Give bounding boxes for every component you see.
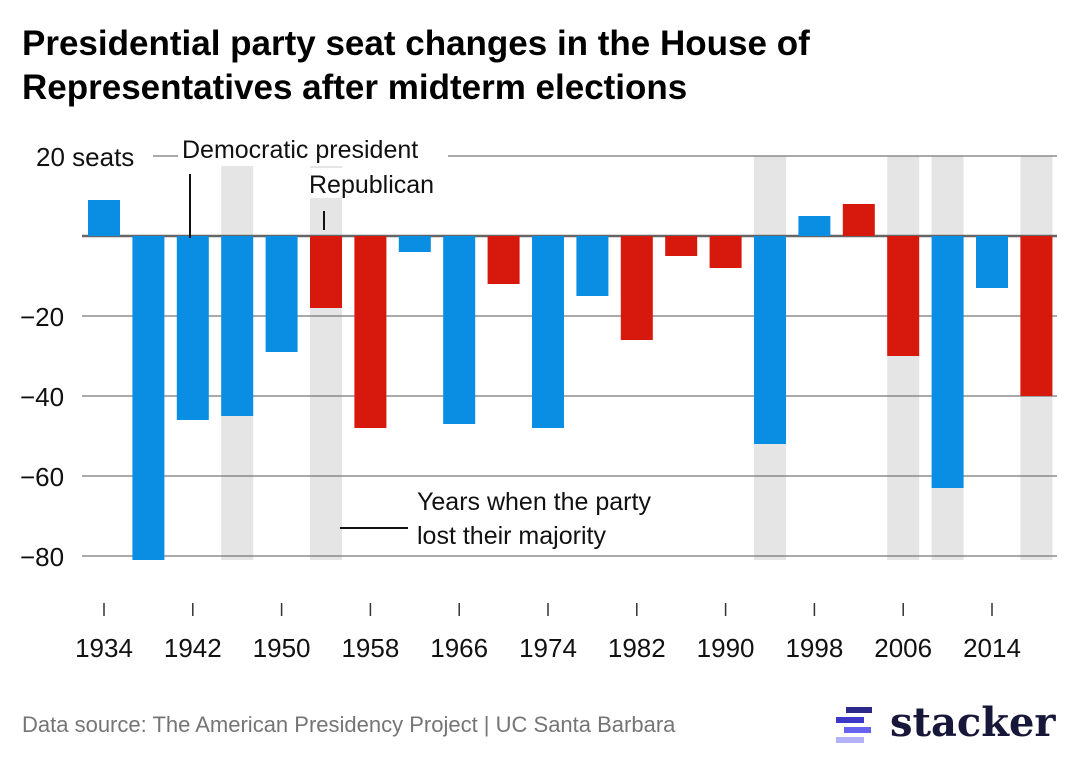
bar-1986 bbox=[665, 236, 698, 256]
label-bg bbox=[305, 168, 447, 198]
lost-majority-band bbox=[310, 156, 342, 560]
x-tick-label: 2006 bbox=[874, 633, 932, 663]
y-tick-label: −40 bbox=[20, 382, 64, 412]
bar-1966 bbox=[443, 236, 476, 424]
y-tick-label: −20 bbox=[20, 302, 64, 332]
bar-1962 bbox=[398, 236, 431, 252]
y-tick-label: −60 bbox=[20, 462, 64, 492]
bar-1974 bbox=[532, 236, 564, 428]
x-tick-label: 1934 bbox=[75, 633, 133, 663]
bar-2006 bbox=[887, 236, 920, 356]
data-source: Data source: The American Presidency Pro… bbox=[22, 712, 676, 737]
lost-majority-band bbox=[887, 156, 920, 560]
stacker-logo: stacker bbox=[836, 699, 1066, 755]
bar-1982 bbox=[620, 236, 653, 340]
bar-1950 bbox=[265, 236, 298, 352]
x-tick-label: 1942 bbox=[164, 633, 222, 663]
bar-1934 bbox=[88, 200, 120, 236]
bar-1938 bbox=[132, 236, 165, 560]
label-bg bbox=[178, 134, 448, 166]
bar-1946 bbox=[221, 236, 254, 416]
x-tick-label: 1958 bbox=[341, 633, 399, 663]
svg-text:stacker: stacker bbox=[890, 700, 1056, 746]
republican-label: Republican bbox=[309, 171, 434, 199]
x-tick-label: 1998 bbox=[785, 633, 843, 663]
bar-2002 bbox=[842, 204, 875, 236]
y-tick-label: 20 seats bbox=[36, 142, 134, 172]
x-tick-label: 1990 bbox=[697, 633, 755, 663]
democratic-label: Democratic president bbox=[182, 136, 418, 164]
bar-2010 bbox=[931, 236, 964, 488]
bar-1954 bbox=[310, 236, 342, 308]
bar-1990 bbox=[709, 236, 742, 268]
bar-1970 bbox=[487, 236, 520, 284]
bar-1978 bbox=[576, 236, 609, 296]
x-tick-label: 1950 bbox=[253, 633, 311, 663]
x-tick-label: 1966 bbox=[430, 633, 488, 663]
lost-majority-label: Years when the party lost their majority bbox=[417, 488, 651, 550]
x-tick-label: 2014 bbox=[963, 633, 1021, 663]
bar-1958 bbox=[354, 236, 387, 428]
bar-chart: 20 seats −20 −40 −60 −80 1934 1942 1950 1958 196… bbox=[20, 134, 1057, 663]
bar-1994 bbox=[754, 236, 786, 444]
bar-2014 bbox=[976, 236, 1008, 288]
x-tick-label: 1974 bbox=[519, 633, 577, 663]
y-tick-label: −80 bbox=[20, 542, 64, 572]
x-tick-label: 1982 bbox=[608, 633, 666, 663]
bar-1942 bbox=[176, 236, 209, 420]
chart-title: Presidential party seat changes in the H… bbox=[22, 24, 810, 107]
bar-2018 bbox=[1020, 236, 1053, 396]
bar-1998 bbox=[798, 216, 831, 236]
